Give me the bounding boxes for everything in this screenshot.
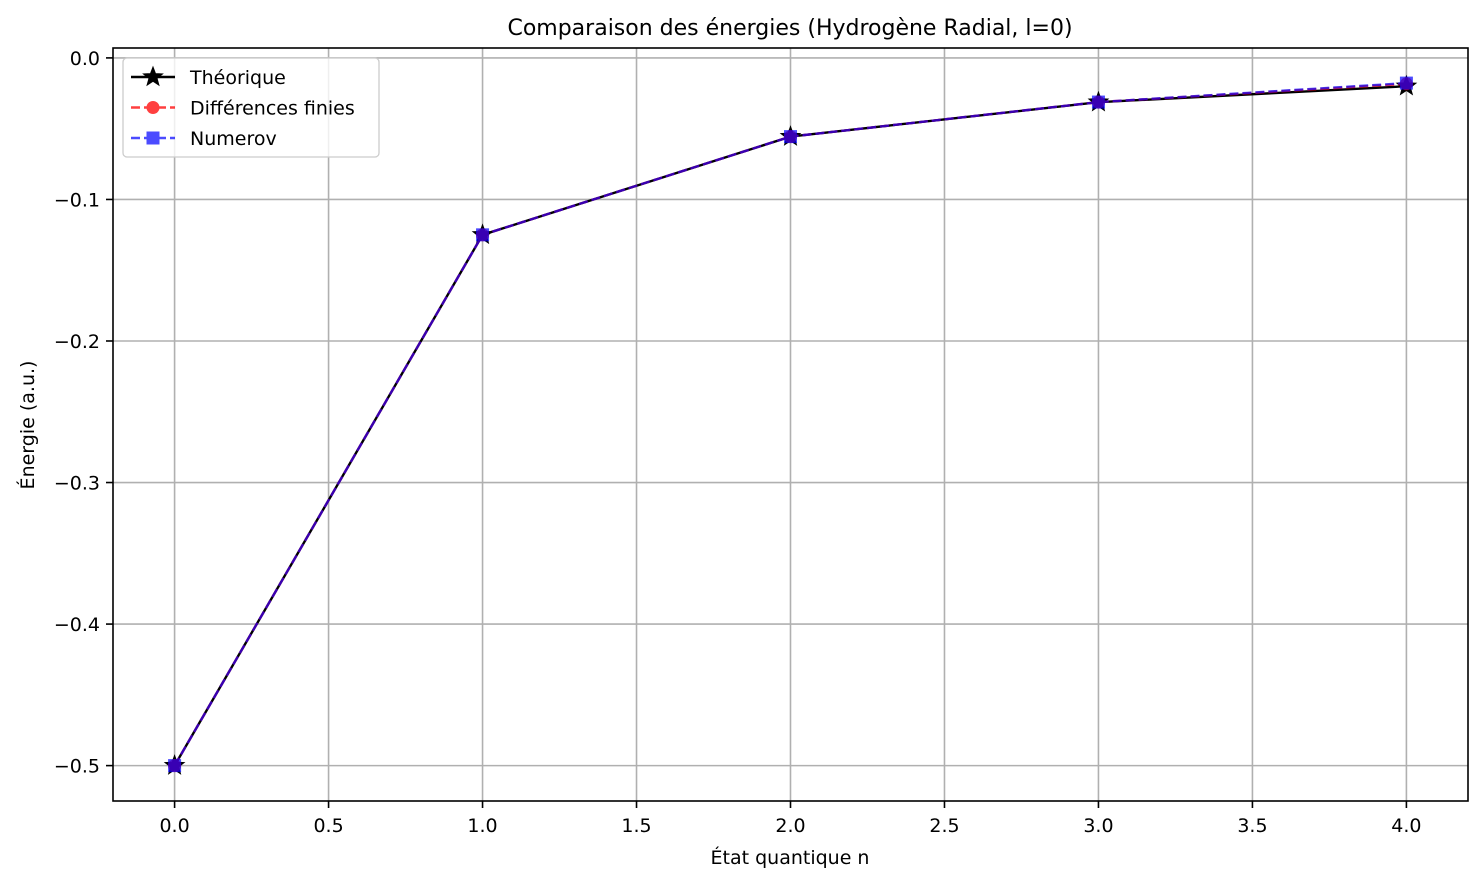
legend-label: Différences finies bbox=[190, 98, 355, 120]
data-point bbox=[476, 228, 490, 242]
data-point bbox=[784, 130, 797, 144]
x-tick-label: 2.0 bbox=[775, 815, 805, 837]
x-tick-label: 3.0 bbox=[1083, 815, 1113, 837]
legend-label: Numerov bbox=[190, 128, 277, 150]
x-tick-label: 1.0 bbox=[467, 815, 497, 837]
legend-marker bbox=[146, 101, 160, 114]
data-point bbox=[1399, 76, 1413, 90]
y-tick-label: −0.1 bbox=[54, 189, 100, 211]
data-point bbox=[1091, 95, 1105, 109]
data-point bbox=[168, 759, 182, 773]
y-tick-label: −0.4 bbox=[54, 614, 100, 636]
x-tick-label: 0.0 bbox=[159, 815, 189, 837]
grid bbox=[113, 48, 1468, 801]
x-tick-label: 1.5 bbox=[621, 815, 651, 837]
legend-swatch bbox=[131, 101, 175, 114]
x-tick-label: 4.0 bbox=[1391, 815, 1421, 837]
legend: Théorique Différences finies Numerov bbox=[122, 57, 380, 158]
legend-marker bbox=[146, 131, 160, 145]
legend-label: Théorique bbox=[189, 67, 286, 89]
x-tick-label: 3.5 bbox=[1237, 815, 1267, 837]
y-axis-label: Énergie (a.u.) bbox=[16, 361, 39, 490]
ticks: 0.0 0.5 1.0 1.5 2.0 2.5 3.0 3.5 4.0 0.0 −0.1 −0.2 −0… bbox=[54, 48, 1422, 837]
y-tick-label: 0.0 bbox=[70, 48, 100, 70]
chart-title: Comparaison des énergies (Hydrogène Radi… bbox=[507, 16, 1072, 41]
x-tick-label: 0.5 bbox=[313, 815, 343, 837]
y-tick-label: −0.2 bbox=[54, 331, 100, 353]
x-axis-label: État quantique n bbox=[711, 846, 870, 869]
legend-marker bbox=[142, 65, 164, 87]
x-tick-label: 2.5 bbox=[929, 815, 959, 837]
y-tick-label: −0.3 bbox=[54, 473, 100, 495]
legend-swatch bbox=[131, 131, 175, 145]
legend-box bbox=[122, 57, 380, 158]
series-3 bbox=[168, 76, 1413, 773]
y-tick-label: −0.5 bbox=[54, 756, 100, 778]
legend-swatch bbox=[131, 65, 175, 87]
series-layer bbox=[163, 74, 1418, 775]
